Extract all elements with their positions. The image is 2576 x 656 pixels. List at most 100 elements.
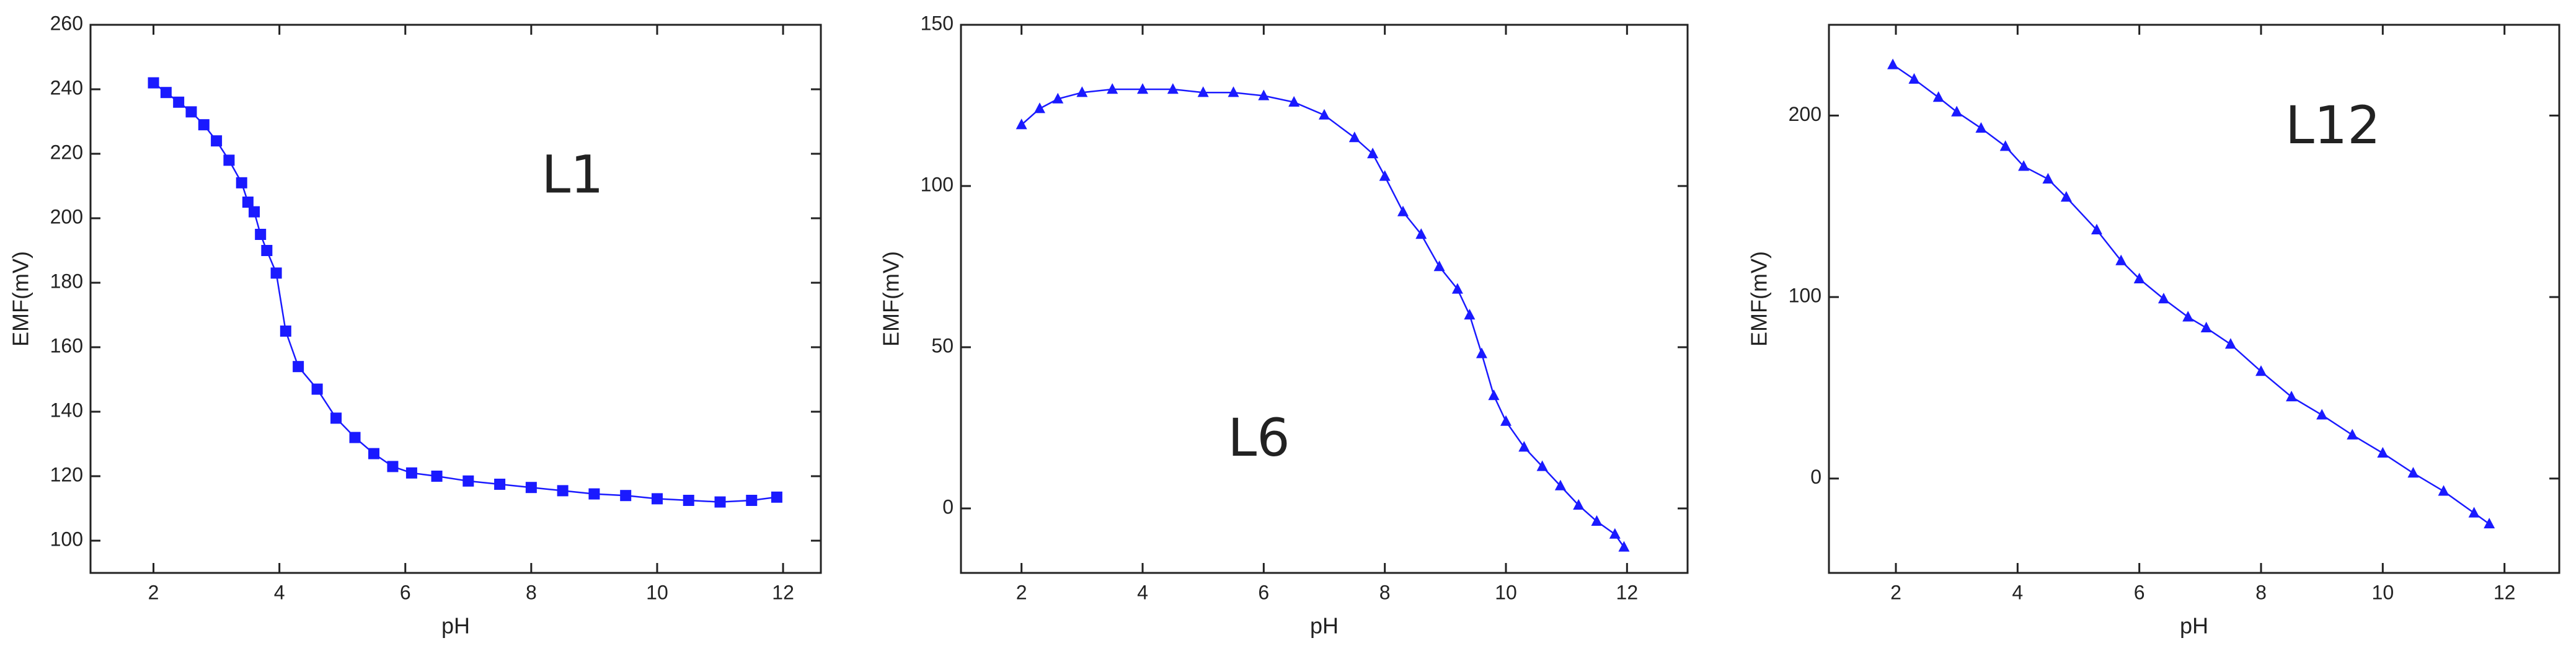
y-tick-label: 140 <box>50 399 83 421</box>
x-axis-label: pH <box>441 613 470 639</box>
data-point <box>198 119 210 131</box>
data-point <box>1319 109 1330 120</box>
plot-frame <box>89 24 822 574</box>
data-point <box>620 490 632 502</box>
data-point <box>431 471 443 482</box>
data-point <box>771 491 782 503</box>
data-point <box>2286 391 2298 402</box>
y-tick-label: 0 <box>942 495 954 518</box>
data-line <box>1020 88 1625 548</box>
data-point <box>1379 170 1391 181</box>
data-point <box>1016 118 1027 130</box>
x-tick-label: 12 <box>2494 581 2516 603</box>
x-tick-label: 2 <box>1890 581 1901 603</box>
data-point <box>2158 293 2169 304</box>
x-tick-label: 10 <box>1495 581 1517 603</box>
data-line <box>1892 64 2490 525</box>
data-point <box>293 361 304 373</box>
data-point <box>1999 140 2011 151</box>
data-point <box>1288 95 1300 107</box>
x-tick-label: 4 <box>274 581 285 603</box>
data-point <box>1591 515 1603 526</box>
data-point <box>330 412 342 424</box>
data-point <box>1137 83 1148 94</box>
x-tick-label: 8 <box>526 581 537 603</box>
data-point <box>2347 428 2358 440</box>
data-point <box>405 467 417 479</box>
data-point <box>1107 83 1118 94</box>
data-point <box>223 154 235 166</box>
data-point <box>1228 86 1239 97</box>
data-point <box>242 197 254 208</box>
data-point <box>746 495 758 506</box>
y-tick-label: 150 <box>921 12 954 34</box>
data-point <box>1536 460 1548 471</box>
chart: 2 4 6 8 10 12 0 100 200 pH EMF(mV) L12 <box>1746 24 2561 639</box>
x-tick-label: 4 <box>1137 581 1148 603</box>
data-point <box>588 488 600 500</box>
data-point <box>1932 91 1944 102</box>
data-point <box>173 96 185 108</box>
x-tick-label: 2 <box>148 581 159 603</box>
annotation: L12 <box>2285 95 2381 156</box>
data-point <box>1197 86 1209 97</box>
x-tick-label: 8 <box>1379 581 1391 603</box>
data-point <box>387 461 399 472</box>
data-point <box>2115 254 2127 265</box>
x-axis-label: pH <box>2180 613 2208 639</box>
data-point <box>2255 365 2267 376</box>
data-point <box>2060 191 2072 202</box>
data-point <box>2133 272 2145 284</box>
data-point <box>261 245 273 256</box>
data-point <box>368 448 379 459</box>
x-tick-label: 6 <box>1258 581 1269 603</box>
data-point <box>1476 347 1487 358</box>
data-point <box>1348 131 1360 143</box>
y-tick-label: 240 <box>50 76 83 99</box>
data-point <box>1052 92 1064 104</box>
y-tick-label: 0 <box>1810 466 1821 488</box>
data-point <box>1554 479 1566 490</box>
data-point <box>1887 58 1899 69</box>
data-point <box>1975 122 1987 133</box>
y-tick-label: 50 <box>931 334 954 357</box>
data-point <box>2438 485 2450 496</box>
data-point <box>1258 89 1270 100</box>
data-point <box>494 479 506 490</box>
y-tick-label: 120 <box>50 463 83 485</box>
data-point <box>2407 467 2419 478</box>
x-tick-label: 10 <box>2372 581 2394 603</box>
chart: 2 4 6 8 10 12 0 50 100 150 pH EMF(mV) L6 <box>879 12 1689 639</box>
y-axis-label: EMF(mV) <box>8 251 33 347</box>
data-point <box>651 493 663 505</box>
data-point <box>557 485 569 497</box>
data-point <box>185 106 197 118</box>
x-tick-label: 6 <box>2134 581 2145 603</box>
data-point <box>1367 148 1379 159</box>
x-tick-label: 12 <box>772 581 794 603</box>
data-point <box>2377 446 2389 458</box>
x-tick-label: 10 <box>646 581 668 603</box>
data-point <box>1397 205 1409 216</box>
annotation: L6 <box>1228 407 1290 468</box>
data-point <box>1451 283 1463 294</box>
data-point <box>1518 441 1530 452</box>
data-point <box>714 496 726 508</box>
data-point <box>1433 260 1445 272</box>
data-point <box>2484 518 2495 529</box>
annotation: L1 <box>541 144 603 205</box>
plot-frame <box>960 24 1689 574</box>
data-point <box>148 77 159 89</box>
data-point <box>2018 160 2030 171</box>
data-point <box>683 495 694 506</box>
data-point <box>160 87 172 99</box>
y-tick-label: 100 <box>1789 285 1821 307</box>
data-point <box>1573 499 1585 510</box>
data-point <box>249 206 260 218</box>
data-point <box>525 482 537 494</box>
data-point <box>463 475 474 487</box>
x-tick-label: 4 <box>2012 581 2023 603</box>
data-point <box>255 229 267 240</box>
